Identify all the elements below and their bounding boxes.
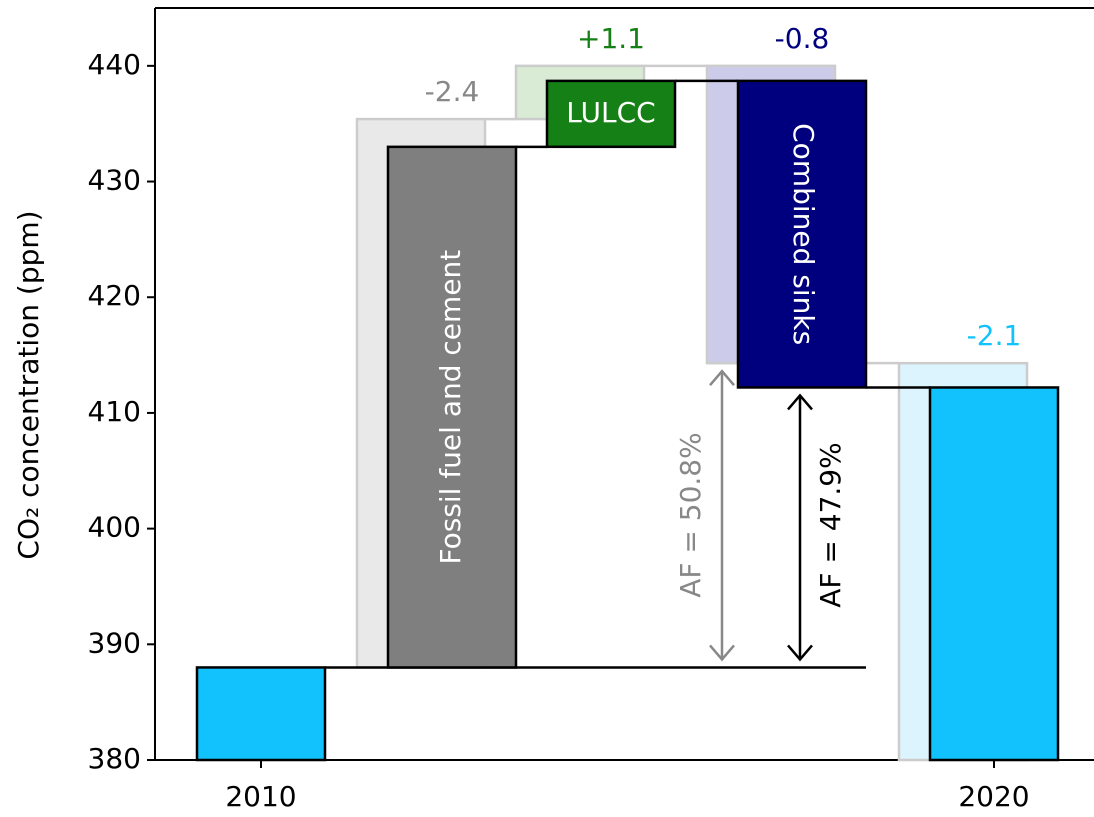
y-tick-label: 440 [88,48,141,81]
af-label: AF = 50.8% [674,432,707,597]
bar [195,666,327,762]
x-tick-label: 2020 [958,780,1029,813]
af-label: AF = 47.9% [814,442,847,607]
difference-label: -2.4 [425,75,480,108]
difference-label: -2.1 [967,319,1022,352]
bar-label: Combined sinks [787,123,820,345]
bar [386,145,518,669]
bar-label: LULCC [566,96,655,129]
difference-label: -0.8 [775,22,830,55]
bar [545,79,677,149]
y-tick-label: 420 [88,279,141,312]
difference-label: +1.1 [577,22,645,55]
af-arrow-head [787,393,813,662]
y-tick-label: 430 [88,164,141,197]
y-tick-label: 410 [88,395,141,428]
y-tick-label: 400 [88,511,141,544]
bar [928,386,1060,762]
y-tick-label: 380 [88,742,141,775]
bar-label: Fossil fuel and cement [434,250,467,565]
bar [736,79,868,389]
y-tick-label: 390 [88,626,141,659]
x-tick-label: 2010 [225,780,296,813]
y-axis-label: CO₂ concentration (ppm) [12,210,45,559]
af-arrow-reference-head [709,369,735,662]
